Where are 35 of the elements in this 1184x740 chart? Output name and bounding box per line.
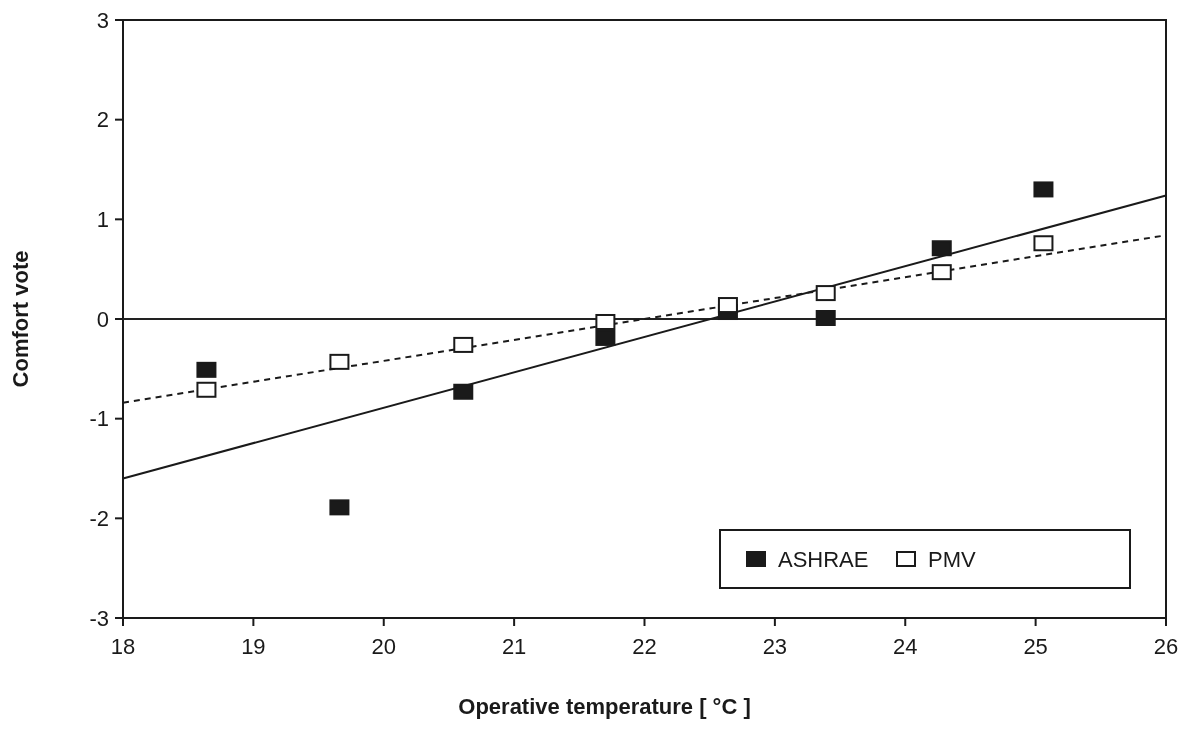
x-tick-label: 19 bbox=[241, 634, 266, 659]
y-tick-label: -2 bbox=[89, 506, 109, 532]
y-tick-label: 2 bbox=[96, 107, 109, 133]
x-tick-label: 18 bbox=[110, 634, 136, 659]
x-tick-label: 26 bbox=[1153, 634, 1179, 659]
point bbox=[196, 361, 217, 378]
point bbox=[931, 264, 952, 281]
point bbox=[453, 336, 474, 353]
x-tick-label: 20 bbox=[371, 634, 396, 659]
point bbox=[1033, 181, 1054, 198]
y-tick-label: -1 bbox=[89, 406, 109, 432]
y-axis-title: Comfort vote bbox=[8, 250, 33, 388]
point bbox=[595, 329, 616, 346]
point bbox=[717, 297, 738, 314]
legend-label: PMV bbox=[928, 547, 976, 572]
x-tick-label: 24 bbox=[893, 634, 918, 659]
point bbox=[196, 381, 217, 398]
x-tick-label: 22 bbox=[632, 634, 657, 659]
point bbox=[1033, 235, 1054, 252]
point bbox=[329, 353, 350, 370]
point bbox=[815, 285, 836, 302]
x-tick-label: 23 bbox=[762, 634, 788, 659]
y-tick-label: 3 bbox=[96, 7, 109, 33]
y-tick-label: -3 bbox=[89, 605, 109, 631]
point bbox=[931, 240, 952, 257]
y-tick-label: 1 bbox=[96, 207, 109, 233]
point bbox=[815, 310, 836, 326]
y-tick-label: 0 bbox=[96, 306, 109, 332]
x-tick-label: 25 bbox=[1023, 634, 1048, 659]
x-tick-label: 21 bbox=[501, 634, 527, 659]
x-axis-title: Operative temperature [ °C ] bbox=[458, 694, 751, 719]
point bbox=[595, 313, 616, 330]
point bbox=[329, 499, 350, 516]
legend-label: ASHRAE bbox=[778, 547, 869, 572]
point bbox=[453, 383, 474, 400]
